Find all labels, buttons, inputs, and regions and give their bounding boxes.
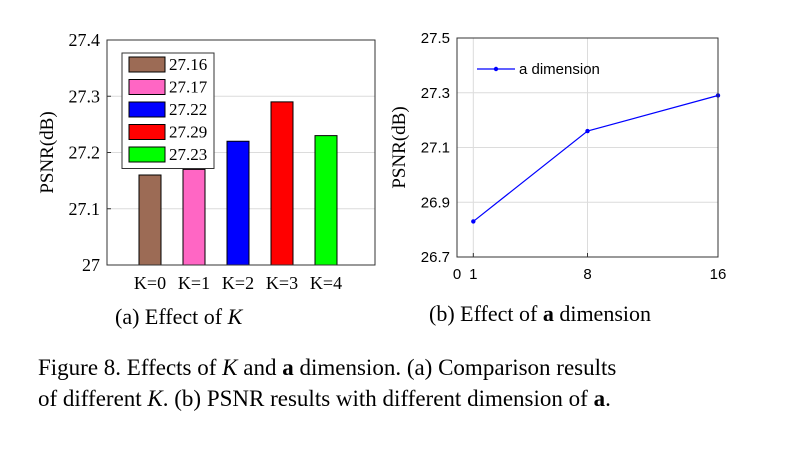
bar-legend-swatch — [128, 56, 166, 73]
subcaption-b-prefix: (b) Effect of — [429, 301, 538, 326]
subcaption-b: (b) Effect of a dimension — [429, 301, 651, 327]
line-legend-label: a dimension — [519, 61, 600, 78]
bar-legend-swatch — [128, 79, 166, 95]
figure-caption: Figure 8. Effects of K and a dimension. … — [38, 352, 778, 414]
figure-charts: 27 27.1 27.2 27.3 27.4 K=0 K=1 K=2 K=3 K=4 PSNR(dB… — [37, 30, 727, 293]
bar-ylabel: PSNR(dB) — [37, 111, 58, 193]
bar — [270, 101, 294, 266]
bar-ytick-label: 27.3 — [69, 86, 101, 106]
caption-rest-1: dimension. (a) Comparison results — [299, 355, 617, 380]
caption-prefix: Figure 8. Effects of — [38, 355, 217, 380]
bar-legend-swatch — [128, 101, 166, 118]
line-ytick-label: 26.7 — [421, 249, 450, 266]
line-xtick-label: 1 — [469, 266, 477, 283]
bar — [226, 140, 250, 266]
caption-var-k: K — [222, 355, 238, 380]
caption-var-k-2: K — [147, 386, 163, 411]
subcaption-a-prefix: (a) Effect of — [115, 304, 223, 329]
bar — [138, 174, 162, 266]
bar-xtick-label: K=1 — [178, 273, 210, 293]
bar-legend-swatch — [128, 124, 166, 140]
line-axes-box — [456, 37, 719, 258]
bar-axes-box — [106, 39, 376, 266]
subcaption-b-suffix: dimension — [559, 301, 651, 326]
caption-var-a-2: a — [593, 386, 606, 411]
line-point — [471, 219, 476, 224]
bar-xtick-label: K=3 — [266, 273, 298, 293]
bar-ytick-label: 27 — [82, 255, 100, 275]
line-xtick-label: 8 — [583, 266, 591, 283]
line-ytick-label: 27.3 — [421, 85, 450, 102]
bar-legend-swatch — [128, 146, 166, 163]
caption-line2-mid: . (b) PSNR results with different dimens… — [162, 386, 588, 411]
subcaption-b-variable: a — [542, 301, 554, 326]
bar — [314, 135, 338, 266]
line-xtick-label: 0 — [453, 266, 461, 283]
line-legend-dot — [493, 66, 499, 72]
subcaption-a: (a) Effect of K — [115, 304, 242, 330]
bar-ytick-label: 27.2 — [69, 143, 101, 163]
caption-line-1: Figure 8. Effects of K and a dimension. … — [38, 352, 778, 383]
bar-legend-label: 27.23 — [169, 145, 207, 164]
bar-xtick-label: K=4 — [310, 273, 342, 293]
caption-line2-end: . — [605, 386, 611, 411]
line-ylabel: PSNR(dB) — [389, 106, 410, 188]
bar-legend-label: 27.29 — [169, 123, 207, 142]
line-ytick-label: 27.5 — [421, 30, 450, 47]
caption-line-2: of different K. (b) PSNR results with di… — [38, 383, 778, 414]
bar — [182, 168, 206, 266]
bar-xtick-label: K=0 — [134, 273, 166, 293]
bar-legend-label: 27.22 — [169, 100, 207, 119]
bar-ytick-label: 27.1 — [69, 199, 101, 219]
line-ytick-label: 26.9 — [421, 194, 450, 211]
line-ytick-label: 27.1 — [421, 140, 450, 157]
caption-var-a: a — [282, 355, 294, 380]
line-xtick-label: 16 — [710, 266, 727, 283]
line-point — [585, 128, 590, 134]
bar-legend-label: 27.17 — [169, 78, 208, 97]
caption-and: and — [243, 355, 277, 380]
bar-xtick-label: K=2 — [222, 273, 254, 293]
bar-ytick-label: 27.4 — [69, 30, 101, 50]
subcaption-a-variable: K — [227, 304, 243, 329]
bar-legend-label: 27.16 — [169, 55, 207, 74]
caption-line2-start: of different — [38, 386, 142, 411]
